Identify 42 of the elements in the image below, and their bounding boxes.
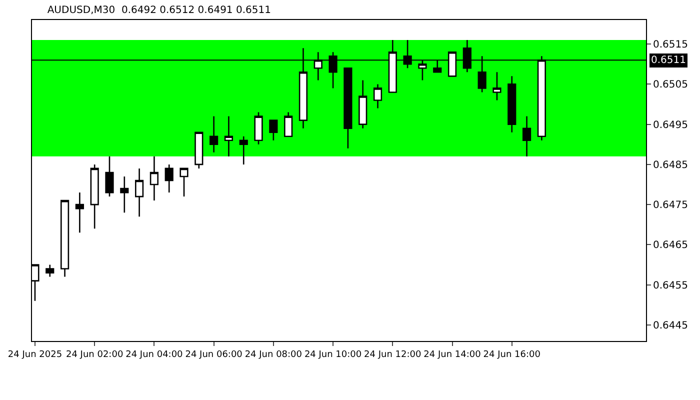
candlestick — [358, 80, 368, 129]
chart-title: AUDUSD,M30 0.6492 0.6512 0.6491 0.6511 — [47, 5, 271, 16]
candlestick — [150, 156, 159, 202]
x-tick-label: 24 Jun 2025 — [8, 350, 62, 360]
y-tick-label: 0.6455 — [653, 280, 688, 292]
y-tick-label: 0.6465 — [653, 240, 688, 252]
candlestick — [344, 68, 352, 150]
x-tick-label: 24 Jun 04:00 — [126, 350, 184, 360]
x-tick-label: 24 Jun 12:00 — [364, 350, 422, 360]
candlestick — [90, 164, 99, 230]
candlestick — [75, 192, 84, 234]
candlestick — [164, 164, 174, 194]
x-tick-label: 24 Jun 16:00 — [483, 350, 541, 360]
candlestick — [284, 112, 293, 138]
candlestick — [269, 120, 278, 142]
candlestick — [239, 136, 248, 166]
candlestick — [180, 168, 188, 198]
candlestick — [105, 156, 114, 198]
candlestick — [254, 112, 263, 146]
x-tick-label: 24 Jun 06:00 — [185, 350, 243, 360]
candlestick — [224, 116, 234, 158]
candlestick — [46, 264, 54, 278]
candlestick — [492, 72, 502, 101]
y-tick-label: 0.6515 — [653, 40, 688, 51]
candlestick — [194, 132, 204, 170]
x-tick-label: 24 Jun 02:00 — [66, 350, 124, 360]
y-tick-label: 0.6495 — [653, 120, 688, 131]
y-tick-label: 0.6505 — [653, 80, 688, 91]
ref-line-label: 0.6511 — [651, 55, 686, 66]
candlestick — [508, 76, 516, 133]
x-tick-label: 24 Jun 10:00 — [304, 350, 362, 360]
candlestick — [210, 116, 218, 154]
x-tick-label: 24 Jun 14:00 — [424, 350, 482, 360]
candlestick — [522, 116, 532, 158]
candlestick — [120, 176, 129, 214]
y-tick-label: 0.6485 — [653, 160, 688, 171]
x-tick-label: 24 Jun 08:00 — [244, 350, 302, 360]
candlestick — [373, 84, 382, 109]
candlestick — [60, 200, 70, 278]
candlestick — [135, 168, 144, 218]
y-tick-label: 0.6445 — [653, 320, 688, 332]
y-tick-label: 0.6475 — [653, 200, 688, 212]
